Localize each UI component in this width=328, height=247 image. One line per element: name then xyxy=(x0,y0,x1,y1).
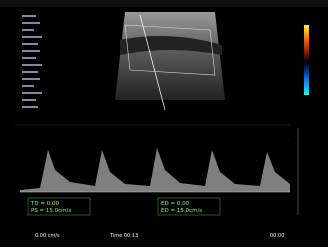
footer-text: 00:00 xyxy=(270,233,284,239)
top-bar xyxy=(0,0,328,7)
measurement: ED = 0.00 xyxy=(161,201,190,207)
ultrasound-screen: TD = 0.00 PS = 15.0cm/s ED = 0.00 ED = 1… xyxy=(0,0,328,243)
footer-text: Time 00:13 xyxy=(109,233,138,239)
measurement: PS = 15.0cm/s xyxy=(31,208,71,214)
color-bar xyxy=(304,25,309,95)
measurement: TD = 0.00 xyxy=(30,201,59,207)
footer-text: 0.00 cm/s xyxy=(35,233,60,239)
measurement: ED = 15.0cm/s xyxy=(161,208,202,214)
